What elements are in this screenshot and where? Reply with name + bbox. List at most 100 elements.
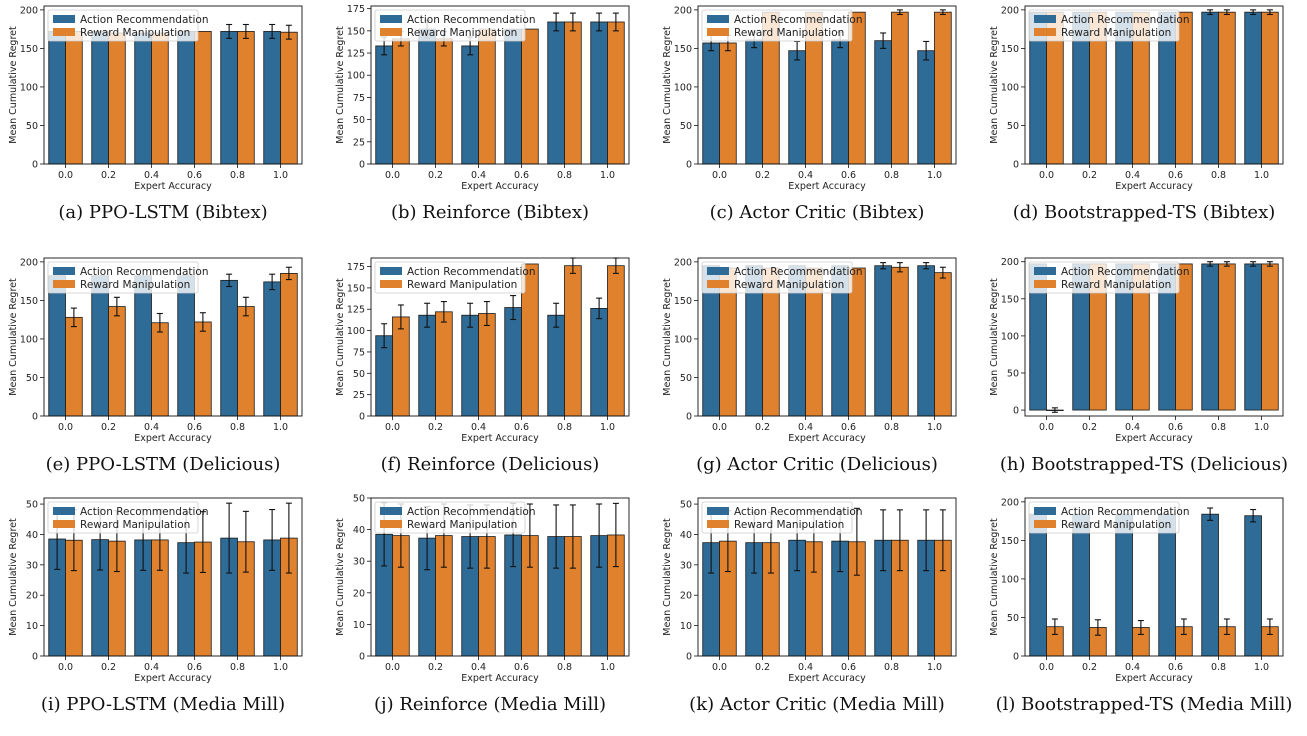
- legend-label: Action Recommendation: [1061, 506, 1190, 518]
- x-tick-label: 1.0: [600, 422, 615, 433]
- x-tick-label: 0.4: [471, 662, 486, 673]
- chart-caption: (d) Bootstrapped-TS (Bibtex): [1012, 202, 1276, 223]
- legend-label: Reward Manipulation: [1061, 279, 1171, 291]
- bar: [108, 306, 126, 417]
- plot-frame: [697, 257, 957, 417]
- bar: [65, 31, 83, 165]
- y-axis-label: Mean Cumulative Regret: [989, 26, 1000, 144]
- y-tick-label: 75: [353, 347, 365, 358]
- panel: 0 50 100 150 200 0.0 0.2 0.4 0.6 0.8 1.0 Expert Acc…: [981, 492, 1307, 736]
- bar: [237, 306, 255, 417]
- bar: [392, 38, 410, 165]
- panel: 0 50 100 150 200 0.0 0.2 0.4 0.6 0.8 1.0 Expert Acc…: [654, 0, 980, 244]
- x-tick-label: 0.6: [1168, 170, 1183, 181]
- y-tick-label: 0: [1013, 652, 1019, 663]
- x-tick-label: 0.8: [557, 170, 572, 181]
- plot-frame: [43, 497, 303, 657]
- x-tick-label: 1.0: [600, 662, 615, 673]
- y-tick-label: 50: [353, 115, 365, 126]
- bar-chart: 0 10 20 30 40 50 0.0 0.2 0.4 0.6 0.8 1.0 Expert Accu…: [8, 497, 303, 684]
- x-tick-label: 0.4: [471, 170, 486, 181]
- y-tick-label: 40: [680, 530, 692, 541]
- bar: [564, 21, 582, 165]
- y-tick-label: 10: [26, 621, 38, 632]
- legend-box: [1028, 261, 1180, 294]
- y-tick-label: 200: [1001, 5, 1019, 16]
- plot-frame: [1024, 5, 1284, 165]
- x-axis-label: Expert Accuracy: [788, 673, 866, 684]
- x-tick-label: 0.4: [798, 422, 813, 433]
- x-tick-label: 1.0: [927, 170, 942, 181]
- y-tick-label: 50: [680, 500, 692, 511]
- legend-label: Action Recommendation: [80, 266, 209, 278]
- bar: [1244, 263, 1262, 411]
- legend-box: [701, 261, 853, 294]
- legend-swatch: [1034, 507, 1056, 515]
- x-tick-label: 0.0: [1039, 170, 1054, 181]
- y-tick-label: 50: [26, 500, 38, 511]
- x-tick-label: 0.8: [884, 170, 899, 181]
- x-tick-label: 0.8: [557, 662, 572, 673]
- y-tick-label: 50: [26, 121, 38, 132]
- bar-chart: 0 50 100 150 200 0.0 0.2 0.4 0.6 0.8 1.0 Expert Acc…: [8, 5, 303, 192]
- bar: [547, 314, 565, 417]
- x-tick-label: 0.2: [755, 170, 770, 181]
- x-axis-label: Expert Accuracy: [461, 433, 539, 444]
- plot-frame: [370, 257, 630, 417]
- bar: [375, 45, 393, 165]
- bar: [134, 32, 152, 165]
- bar: [874, 265, 892, 417]
- x-tick-label: 0.4: [144, 170, 159, 181]
- bar: [1201, 263, 1219, 411]
- x-tick-label: 0.4: [798, 662, 813, 673]
- x-tick-label: 0.0: [385, 422, 400, 433]
- bar: [788, 50, 806, 165]
- y-tick-label: 0: [359, 652, 365, 663]
- x-tick-label: 0.6: [514, 170, 529, 181]
- x-tick-label: 0.8: [230, 422, 245, 433]
- panel: 0 10 20 30 40 50 0.0 0.2 0.4 0.6 0.8 1.0 Expert Accu…: [654, 492, 980, 736]
- x-tick-label: 0.6: [514, 662, 529, 673]
- y-tick-label: 175: [347, 4, 365, 15]
- plot-frame: [697, 5, 957, 165]
- chart-caption: (g) Actor Critic (Delicious): [696, 454, 938, 475]
- bar-chart: 0 50 100 150 200 0.0 0.2 0.4 0.6 0.8 1.0 Expert Acc…: [989, 497, 1284, 684]
- x-tick-label: 1.0: [273, 422, 288, 433]
- bar: [702, 42, 720, 165]
- plot-frame: [370, 5, 630, 165]
- y-tick-label: 125: [347, 49, 365, 60]
- x-tick-label: 0.0: [58, 170, 73, 181]
- x-tick-label: 0.6: [1168, 662, 1183, 673]
- legend-box: [374, 501, 526, 534]
- bar: [590, 307, 608, 417]
- x-tick-label: 0.0: [1039, 662, 1054, 673]
- legend-label: Reward Manipulation: [734, 27, 844, 39]
- x-tick-label: 0.8: [557, 422, 572, 433]
- x-tick-label: 0.2: [101, 170, 116, 181]
- y-tick-label: 75: [353, 93, 365, 104]
- bar: [48, 31, 66, 165]
- bar: [220, 279, 238, 417]
- bar: [504, 28, 522, 165]
- legend-swatch: [707, 520, 729, 528]
- bar: [435, 38, 453, 165]
- y-axis-label: Mean Cumulative Regret: [335, 278, 346, 396]
- bar: [1261, 11, 1279, 165]
- bar: [134, 275, 152, 417]
- y-tick-label: 10: [680, 621, 692, 632]
- legend-swatch: [707, 280, 729, 288]
- x-tick-label: 0.2: [101, 662, 116, 673]
- y-tick-label: 50: [1007, 613, 1019, 624]
- legend-label: Action Recommendation: [407, 506, 536, 518]
- bar: [280, 31, 298, 165]
- bar-chart: 0 50 100 150 200 0.0 0.2 0.4 0.6 0.8 1.0 Expert Acc…: [989, 5, 1284, 192]
- legend-swatch: [707, 267, 729, 275]
- bar: [504, 307, 522, 417]
- y-tick-label: 50: [1007, 121, 1019, 132]
- y-tick-label: 150: [674, 44, 692, 55]
- chart-caption: (i) PPO-LSTM (Media Mill): [40, 694, 286, 715]
- bar: [1201, 513, 1219, 657]
- x-tick-label: 0.4: [1125, 662, 1140, 673]
- bar: [1175, 263, 1193, 411]
- x-tick-label: 0.4: [1125, 422, 1140, 433]
